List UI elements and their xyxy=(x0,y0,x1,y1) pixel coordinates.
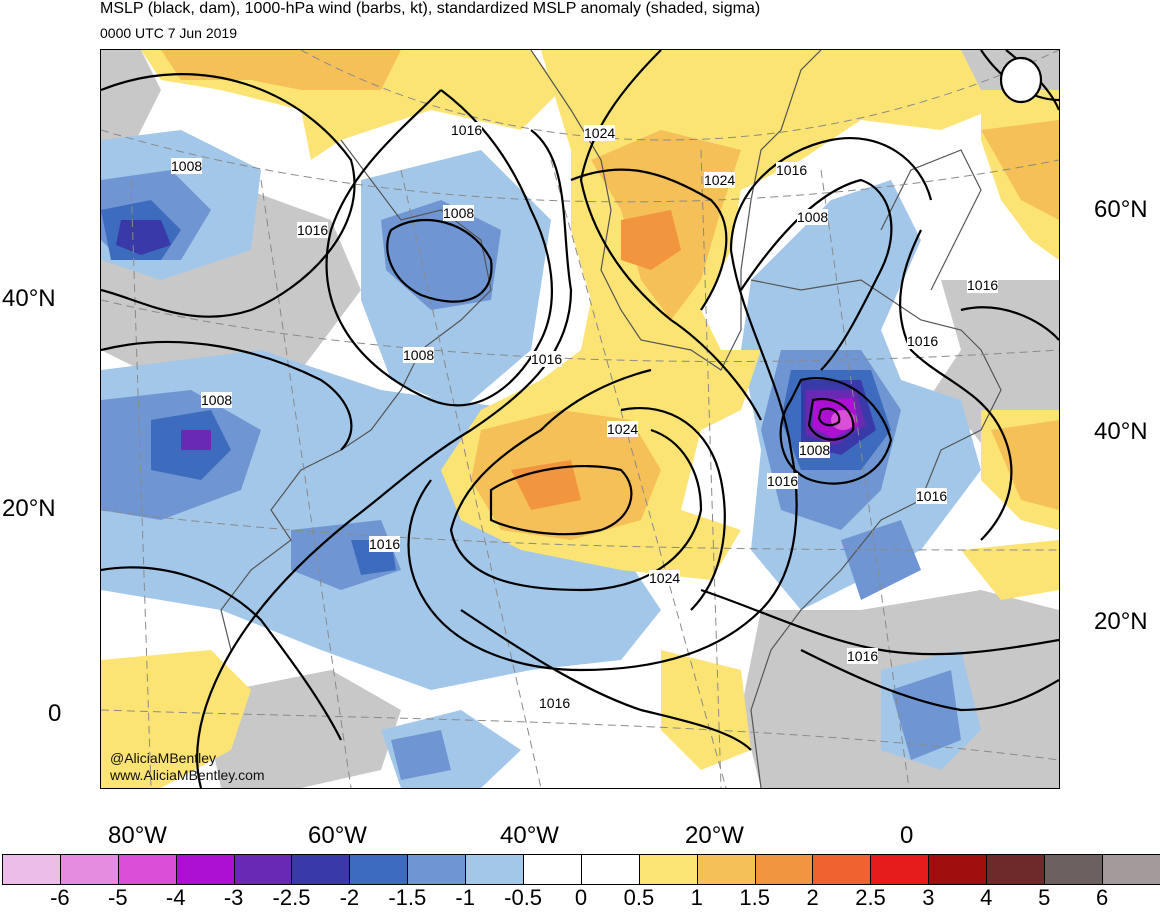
isobar-label: 1024 xyxy=(649,570,681,586)
isobar-label: 1024 xyxy=(584,125,616,141)
isobar-label: 1016 xyxy=(847,648,879,664)
colorbar-label: -4 xyxy=(165,885,186,910)
lat-label-right: 40°N xyxy=(1094,418,1148,445)
isobar-label: 1016 xyxy=(767,473,799,489)
colorbar-box xyxy=(929,855,988,884)
map-title: MSLP (black, dam), 1000-hPa wind (barbs,… xyxy=(100,0,761,17)
isobar-label: 1016 xyxy=(297,222,329,238)
colorbar-box xyxy=(176,855,235,884)
colorbar-label: 0.5 xyxy=(623,885,655,910)
graticule xyxy=(101,50,1059,788)
colorbar-box xyxy=(60,855,119,884)
isobar-label: 1008 xyxy=(797,209,829,225)
colorbar-box xyxy=(408,855,467,884)
lon-label: 0 xyxy=(900,822,914,849)
colorbar-box xyxy=(234,855,293,884)
colorbar-box xyxy=(118,855,177,884)
credit-handle: @AliciaMBentley xyxy=(110,750,217,766)
colorbar-label: -2.5 xyxy=(272,885,311,910)
colorbar-box xyxy=(755,855,814,884)
colorbar-label: 2.5 xyxy=(855,885,886,910)
colorbar-label: 1.5 xyxy=(739,885,770,910)
isobar-label: 1016 xyxy=(539,695,571,711)
colorbar-label: 5 xyxy=(1038,885,1051,910)
colorbar-box xyxy=(639,855,698,884)
colorbar xyxy=(2,854,1160,885)
colorbar-label: -1 xyxy=(455,885,475,910)
lon-label: 60°W xyxy=(308,822,367,849)
colorbar-labels: -6 -5 -4 -3 -2.5 -2 -1.5 -1 -0.5 0 0.5 1 1.5 2 2.5 3 4 5 6 xyxy=(0,885,1160,912)
colorbar-box xyxy=(697,855,756,884)
lon-label: 40°W xyxy=(500,822,559,849)
map-canvas xyxy=(101,50,1059,788)
colorbar-label: -3 xyxy=(223,885,244,910)
isobar-label: 1016 xyxy=(907,333,939,349)
isobar-label: 1016 xyxy=(776,162,808,178)
isobar-closed-high xyxy=(999,56,1043,104)
colorbar-label: -0.5 xyxy=(504,885,543,910)
colorbar-label: 6 xyxy=(1095,885,1109,910)
colorbar-label: 1 xyxy=(690,885,703,910)
weather-map: 1008 1016 1016 1024 1024 1016 1008 1008 … xyxy=(100,49,1060,789)
colorbar-box xyxy=(3,855,61,884)
colorbar-box xyxy=(813,855,872,884)
lat-label-left: 0 xyxy=(48,700,62,727)
colorbar-label: -5 xyxy=(108,885,128,910)
credit-website: www.AliciaMBentley.com xyxy=(110,767,265,783)
colorbar-label: -6 xyxy=(50,885,70,910)
isobar-label: 1008 xyxy=(171,158,203,174)
colorbar-box xyxy=(871,855,930,884)
isobar-label: 1016 xyxy=(967,277,999,293)
isobar-label: 1016 xyxy=(916,488,948,504)
lat-label-right: 20°N xyxy=(1094,608,1148,635)
isobars xyxy=(101,50,1059,788)
lon-label: 20°W xyxy=(685,822,744,849)
colorbar-label: 4 xyxy=(980,885,993,910)
isobar-label: 1008 xyxy=(403,347,435,363)
colorbar-box xyxy=(581,855,640,884)
colorbar-box xyxy=(466,855,525,884)
colorbar-box xyxy=(987,855,1046,884)
isobar-label: 1016 xyxy=(531,351,563,367)
colorbar-box xyxy=(292,855,351,884)
isobar-label: 1008 xyxy=(799,442,831,458)
colorbar-label: 2 xyxy=(806,885,819,910)
lon-label: 80°W xyxy=(108,822,167,849)
lat-label-left: 20°N xyxy=(2,495,56,522)
anomaly-deep-orange xyxy=(511,210,681,510)
colorbar-label: 0 xyxy=(574,885,588,910)
colorbar-box xyxy=(524,855,582,884)
lat-label-right: 60°N xyxy=(1094,196,1148,223)
lat-label-left: 40°N xyxy=(2,285,56,312)
colorbar-label: -2 xyxy=(339,885,360,910)
isobar-label: 1024 xyxy=(607,421,639,437)
isobar-label: 1024 xyxy=(704,172,736,188)
colorbar-label: 3 xyxy=(922,885,935,910)
colorbar-label: -1.5 xyxy=(388,885,427,910)
colorbar-box xyxy=(1102,855,1160,884)
isobar-label: 1016 xyxy=(451,122,483,138)
isobar-label: 1008 xyxy=(443,205,475,221)
colorbar-box xyxy=(350,855,409,884)
colorbar-box xyxy=(1045,855,1103,884)
map-subtitle: 0000 UTC 7 Jun 2019 xyxy=(100,25,237,41)
isobar-label: 1016 xyxy=(369,536,401,552)
isobar-label: 1008 xyxy=(201,392,233,408)
